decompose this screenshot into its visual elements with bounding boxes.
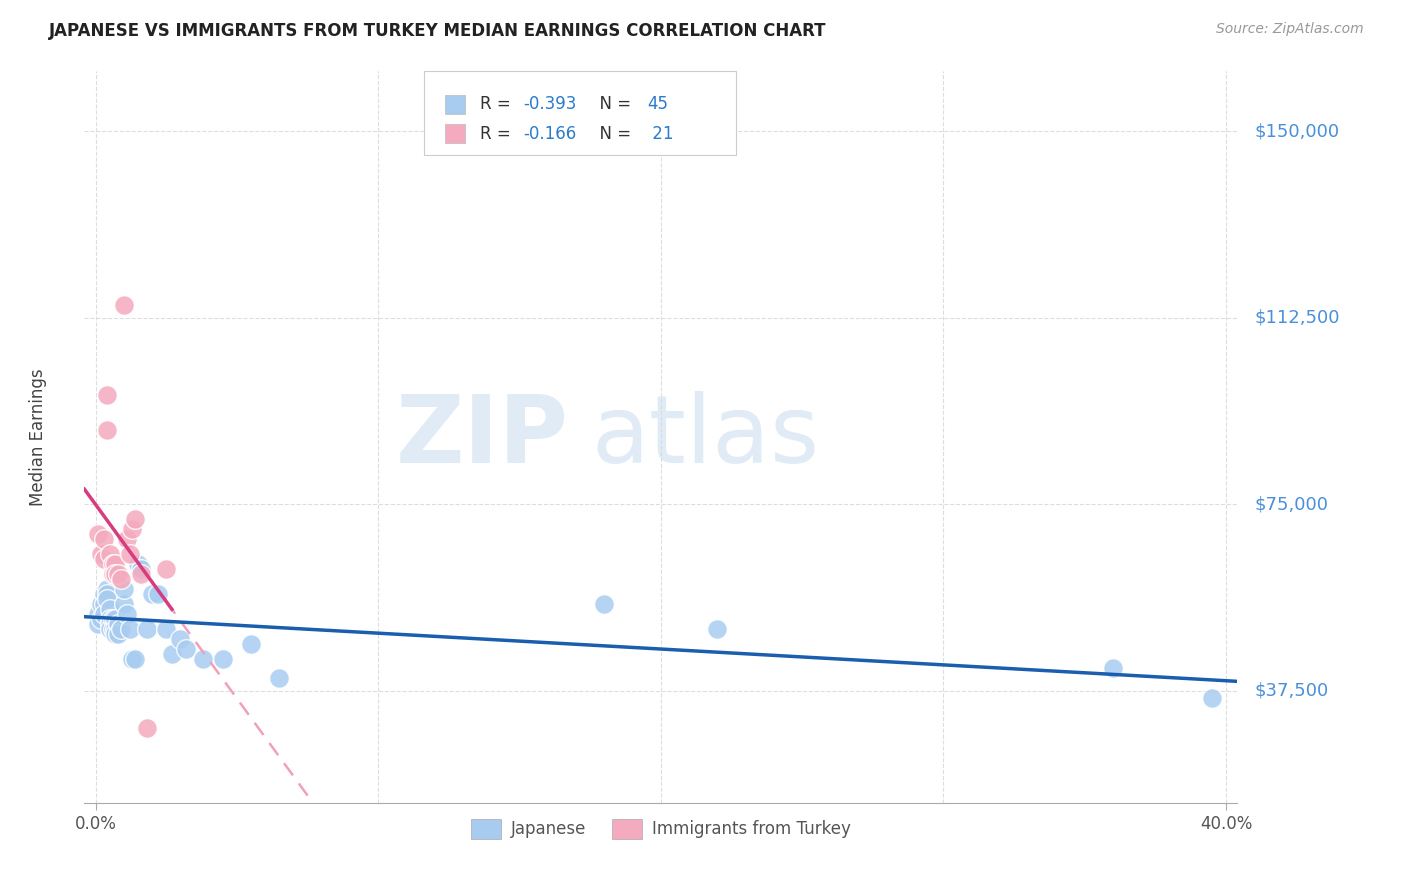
Text: N =: N = <box>589 95 637 113</box>
Point <box>98 616 121 631</box>
Text: N =: N = <box>589 125 637 143</box>
Point <box>93 607 115 621</box>
Text: $150,000: $150,000 <box>1254 122 1340 140</box>
Point <box>121 522 143 536</box>
Point <box>104 612 127 626</box>
Point <box>101 622 124 636</box>
Point <box>269 672 291 686</box>
Point <box>169 632 191 646</box>
Text: R =: R = <box>479 95 516 113</box>
Point <box>96 587 118 601</box>
Text: Source: ZipAtlas.com: Source: ZipAtlas.com <box>1216 22 1364 37</box>
Text: Median Earnings: Median Earnings <box>30 368 48 506</box>
Point <box>112 298 135 312</box>
Point <box>93 587 115 601</box>
Text: 21: 21 <box>647 125 673 143</box>
Point <box>104 622 127 636</box>
Text: ZIP: ZIP <box>395 391 568 483</box>
Legend: Japanese, Immigrants from Turkey: Japanese, Immigrants from Turkey <box>464 812 858 846</box>
Point <box>124 651 146 665</box>
Point <box>93 597 115 611</box>
Point <box>110 622 132 636</box>
Point <box>98 622 121 636</box>
Point <box>96 388 118 402</box>
Point <box>98 547 121 561</box>
Text: $37,500: $37,500 <box>1254 681 1329 700</box>
Point <box>127 557 149 571</box>
Point <box>87 527 110 541</box>
Point <box>174 641 197 656</box>
Point <box>135 721 157 735</box>
Point <box>98 612 121 626</box>
Point <box>118 547 141 561</box>
Point <box>155 622 177 636</box>
Point <box>129 562 152 576</box>
Text: -0.393: -0.393 <box>523 95 576 113</box>
FancyBboxPatch shape <box>425 71 735 155</box>
Point <box>1201 691 1223 706</box>
Point <box>107 626 129 640</box>
Point <box>90 597 112 611</box>
Text: $75,000: $75,000 <box>1254 495 1329 513</box>
Point <box>240 636 263 650</box>
Text: 45: 45 <box>647 95 668 113</box>
Point <box>101 557 124 571</box>
Point <box>211 651 233 665</box>
Point <box>129 566 152 581</box>
Point <box>155 562 177 576</box>
Point <box>90 612 112 626</box>
Point <box>107 566 129 581</box>
Text: $112,500: $112,500 <box>1254 309 1340 326</box>
Text: atlas: atlas <box>592 391 820 483</box>
Text: R =: R = <box>479 125 516 143</box>
Point <box>104 557 127 571</box>
Point <box>1102 661 1125 675</box>
Point <box>135 622 157 636</box>
Point <box>90 547 112 561</box>
Point <box>96 582 118 596</box>
Point <box>706 622 728 636</box>
Point <box>593 597 616 611</box>
Point <box>110 572 132 586</box>
Text: -0.166: -0.166 <box>523 125 576 143</box>
Point <box>191 651 214 665</box>
Point <box>121 651 143 665</box>
Point <box>160 647 183 661</box>
FancyBboxPatch shape <box>446 95 465 114</box>
Point <box>93 552 115 566</box>
Point <box>124 512 146 526</box>
FancyBboxPatch shape <box>446 124 465 143</box>
Point <box>146 587 169 601</box>
Point <box>107 616 129 631</box>
Point <box>93 532 115 546</box>
Point <box>112 597 135 611</box>
Point <box>98 601 121 615</box>
Point <box>104 566 127 581</box>
Point <box>101 566 124 581</box>
Point <box>115 532 138 546</box>
Text: JAPANESE VS IMMIGRANTS FROM TURKEY MEDIAN EARNINGS CORRELATION CHART: JAPANESE VS IMMIGRANTS FROM TURKEY MEDIA… <box>49 22 827 40</box>
Point <box>96 423 118 437</box>
Point <box>115 607 138 621</box>
Point <box>112 582 135 596</box>
Point <box>104 626 127 640</box>
Point <box>87 616 110 631</box>
Point <box>141 587 163 601</box>
Point <box>96 591 118 606</box>
Point <box>87 607 110 621</box>
Point <box>101 612 124 626</box>
Point <box>118 622 141 636</box>
